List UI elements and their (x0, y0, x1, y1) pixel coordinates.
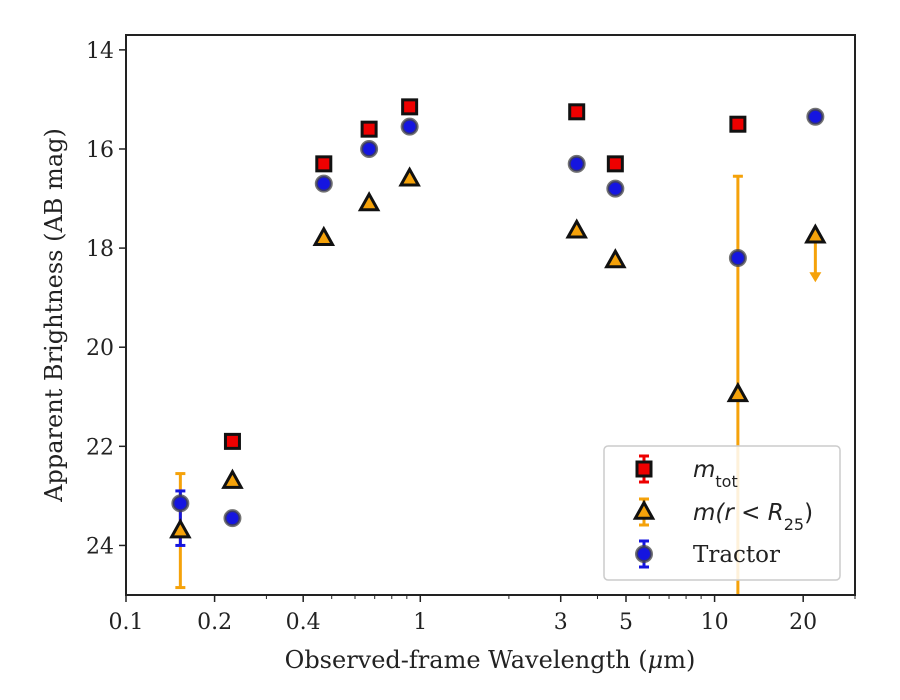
mr25-point (169, 518, 192, 539)
legend-marker-mtot (635, 460, 653, 478)
legend-box (603, 445, 841, 581)
mr25-point (357, 191, 381, 212)
legend-marker-mr25 (632, 499, 656, 520)
x-tick-label: 10 (701, 610, 729, 635)
x-tick-label: 20 (789, 610, 817, 635)
mr25-point (221, 468, 244, 489)
mtot-point (401, 98, 419, 116)
y-tick-label: 16 (86, 138, 114, 163)
tractor-point (806, 107, 825, 126)
axis-ticks: 0.1 0.2 0.4 1 3 5 10 20 14 16 18 20 22 24 (86, 39, 856, 635)
mtot-point (360, 120, 378, 138)
legend-label-mtot: mtot (693, 457, 738, 491)
tractor-point (171, 494, 190, 513)
mr25-point (565, 218, 588, 239)
mr25-point (398, 166, 421, 187)
tractor-point (360, 139, 379, 158)
legend-marker-tractor (635, 545, 653, 563)
y-axis-label: Apparent Brightness (AB mag) (40, 128, 68, 503)
mtot-point (606, 155, 624, 173)
x-tick-label: 3 (554, 610, 568, 635)
mtot-point (315, 155, 333, 173)
x-tick-label: 0.4 (286, 610, 321, 635)
y-tick-label: 24 (86, 534, 114, 559)
mr25-point (312, 225, 336, 246)
mtot-point (729, 115, 747, 133)
x-tick-label: 0.2 (197, 610, 232, 635)
x-tick-label: 1 (413, 610, 427, 635)
legend-label-tractor: Tractor (693, 542, 780, 568)
mtot-point (568, 103, 586, 121)
plot-area (169, 98, 827, 595)
mr25-point (804, 223, 827, 244)
tractor-point (223, 509, 242, 528)
tractor-point (400, 117, 419, 136)
y-tick-label: 20 (86, 336, 114, 361)
x-tick-label: 0.1 (109, 610, 144, 635)
legend-label-mr25: m(r < R25) (693, 500, 813, 534)
tractor-point (314, 174, 333, 193)
y-tick-label: 14 (86, 39, 114, 64)
y-tick-label: 18 (86, 237, 114, 262)
mr25-point (726, 381, 750, 403)
tractor-point (567, 154, 586, 173)
y-tick-label: 22 (86, 435, 114, 460)
tractor-point (728, 249, 747, 268)
legend: mtot m(r < R25) Tractor (603, 445, 841, 581)
upper-limit-arrow (809, 272, 822, 283)
plot-frame (125, 34, 856, 596)
mtot-point (223, 432, 241, 450)
tractor-point (606, 179, 625, 198)
x-axis-label: Observed-frame Wavelength (μm) (285, 646, 696, 674)
x-tick-label: 5 (619, 610, 633, 635)
mr25-point (604, 248, 627, 269)
